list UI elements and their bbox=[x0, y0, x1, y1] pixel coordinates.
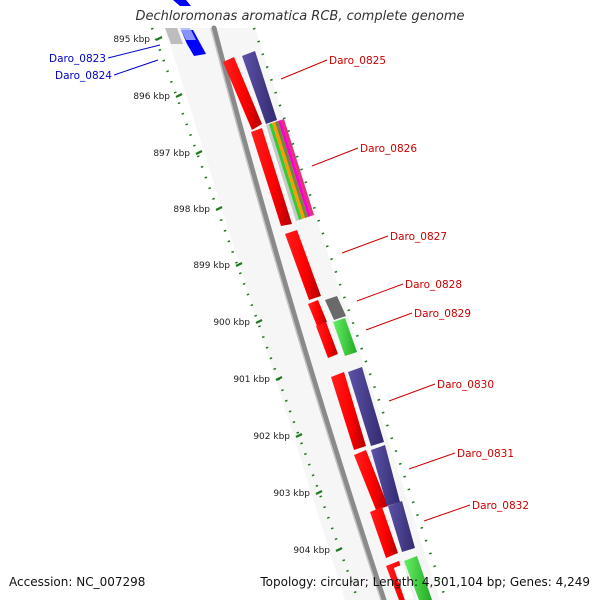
gene-daro-0826-leader-line bbox=[311, 147, 359, 167]
genome-backbone-highlight bbox=[210, 27, 382, 600]
gene-daro-0826-stripe-e bbox=[278, 120, 311, 217]
gene-daro-0825-label[interactable]: Daro_0825 bbox=[329, 55, 386, 67]
gene-daro-0825-forward-feature bbox=[223, 57, 262, 130]
map-title: Dechloromonas aromatica RCB, complete ge… bbox=[135, 9, 465, 24]
scale-major-tick bbox=[275, 376, 283, 381]
scale-tick-label: 900 kbp bbox=[213, 318, 250, 328]
scale-major-tick bbox=[195, 150, 203, 155]
gene-daro-0831-reverse-feature bbox=[371, 445, 400, 506]
gene-daro-0827-label[interactable]: Daro_0827 bbox=[390, 231, 447, 243]
gene-daro-0825-reverse-feature bbox=[242, 51, 277, 124]
scale-tick-label: 901 kbp bbox=[233, 375, 270, 385]
gene-daro-0823-label[interactable]: Daro_0823 bbox=[49, 53, 106, 65]
scale-major-tick bbox=[235, 262, 243, 267]
gene-daro-0826-stripe-f bbox=[281, 119, 314, 216]
feature-band bbox=[165, 28, 440, 600]
scale-tick-label: 896 kbp bbox=[133, 92, 170, 102]
gene-daro-0829-green-feature bbox=[333, 318, 357, 356]
gene-daro-0830-forward-feature bbox=[331, 372, 366, 450]
gene-daro-0828-grey-feature bbox=[325, 296, 346, 320]
scale-major-tick bbox=[155, 36, 163, 41]
gene-grey-feature bbox=[165, 28, 183, 44]
gene-daro-0830-leader-line bbox=[388, 383, 436, 402]
scale-tick-label: 897 kbp bbox=[153, 149, 190, 159]
scale-major-tick bbox=[175, 93, 183, 98]
scale-tick-label: 904 kbp bbox=[293, 546, 330, 556]
gene-daro-0829-label[interactable]: Daro_0829 bbox=[414, 308, 471, 320]
scale-major-tick bbox=[215, 206, 223, 211]
gene-daro-0826-stripe-b bbox=[269, 123, 302, 220]
gene-next-white-feature bbox=[393, 563, 416, 600]
gene-daro-0828-label[interactable]: Daro_0828 bbox=[405, 279, 462, 291]
scale-tick-layer: 895 kbp 896 kbp 897 kbp 898 kbp 899 kbp 900 k… bbox=[113, 27, 448, 600]
scale-tick-label: 898 kbp bbox=[173, 205, 210, 215]
gene-daro-0831-leader-line bbox=[408, 452, 456, 470]
scale-major-tick bbox=[255, 319, 263, 324]
gene-daro-0826-stripe-d bbox=[275, 121, 308, 218]
gene-daro-0832-label[interactable]: Daro_0832 bbox=[472, 500, 529, 512]
scale-major-tick bbox=[335, 547, 343, 552]
gene-daro-0826-stripe-a bbox=[266, 124, 299, 221]
gene-daro-0826-forward-feature bbox=[251, 128, 292, 226]
gene-daro-0824-label[interactable]: Daro_0824 bbox=[55, 70, 112, 82]
gene-daro-0830-label[interactable]: Daro_0830 bbox=[437, 379, 494, 391]
gene-daro-0830-reverse-feature bbox=[348, 367, 384, 446]
gene-daro-0831-forward-feature bbox=[354, 450, 388, 510]
gene-daro-0826-label[interactable]: Daro_0826 bbox=[360, 143, 417, 155]
gene-daro-0829-leader-line bbox=[365, 312, 413, 331]
gene-daro-0827-leader-line bbox=[341, 235, 389, 254]
gene-daro-0826-stripe-c bbox=[272, 122, 305, 219]
gene-daro-0825-leader-line bbox=[280, 59, 328, 80]
gene-daro-0827-forward-feature bbox=[285, 230, 321, 300]
gene-daro-0832-reverse-feature bbox=[388, 501, 415, 552]
accession-label: Accession: NC_007298 bbox=[9, 575, 146, 589]
gene-daro-0832-forward-feature bbox=[370, 507, 398, 558]
scale-major-tick bbox=[295, 433, 303, 438]
scale-tick-label: 903 kbp bbox=[273, 489, 310, 499]
gene-daro-0828-leader-line bbox=[356, 283, 404, 302]
gene-daro-0831-label[interactable]: Daro_0831 bbox=[457, 448, 514, 460]
scale-tick-label: 902 kbp bbox=[253, 432, 290, 442]
gene-daro-0823-feature bbox=[173, 0, 191, 6]
scale-tick-label: 899 kbp bbox=[193, 261, 230, 271]
gene-daro-0824-leader-line bbox=[113, 59, 159, 76]
gene-pale-blue-feature bbox=[180, 28, 196, 40]
gene-daro-0829-forward-feature bbox=[316, 322, 338, 358]
gene-next-green-feature bbox=[404, 556, 432, 600]
gene-daro-0832-leader-line bbox=[423, 504, 471, 522]
genome-summary: Topology: circular; Length: 4,501,104 bp… bbox=[260, 575, 590, 589]
scale-tick-label: 895 kbp bbox=[113, 35, 150, 45]
gene-daro-0828-forward-feature bbox=[308, 300, 327, 326]
genome-backbone bbox=[211, 25, 387, 600]
gene-daro-0823-leader-line bbox=[107, 44, 161, 59]
gene-label-layer: Daro_0823 Daro_0824 Daro_0825 Daro_0826 Daro… bbox=[49, 44, 529, 522]
scale-major-tick bbox=[315, 490, 323, 495]
